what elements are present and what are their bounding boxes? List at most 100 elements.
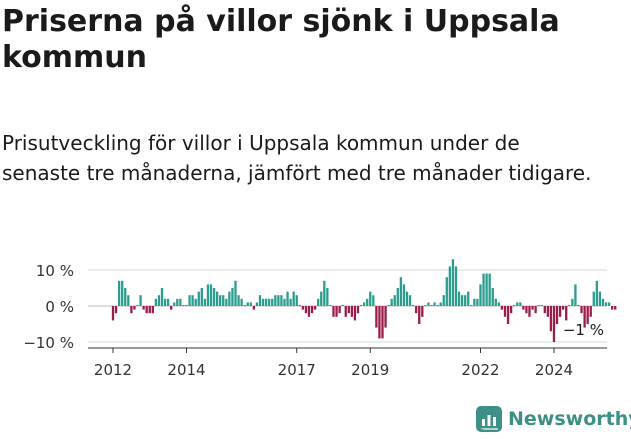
newsworthy-logo-icon: [476, 406, 502, 432]
y-tick-label: 10 %: [36, 262, 74, 280]
bar: [173, 302, 176, 306]
bar: [558, 306, 562, 317]
bar: [411, 304, 415, 306]
x-tick-label: 2024: [535, 361, 573, 379]
bar: [445, 277, 448, 306]
bar: [565, 306, 568, 321]
bar: [574, 284, 577, 306]
bar: [378, 306, 381, 339]
bar: [350, 306, 354, 317]
bar: [454, 266, 458, 306]
bar: [237, 295, 240, 306]
bar: [473, 298, 476, 306]
bar: [372, 295, 375, 306]
bar: [255, 302, 259, 306]
bar: [387, 304, 390, 306]
bar: [249, 302, 252, 306]
bar: [185, 304, 188, 306]
bar: [163, 298, 167, 306]
bar: [503, 306, 507, 317]
y-tick-label: 0 %: [45, 298, 74, 316]
bar: [421, 306, 424, 317]
bar: [522, 306, 525, 310]
bar: [268, 298, 271, 306]
bar: [154, 298, 158, 306]
bar: [332, 306, 335, 317]
bar: [451, 259, 455, 306]
bar: [592, 291, 595, 306]
bar: [601, 298, 605, 306]
bar: [488, 273, 491, 306]
bar: [583, 306, 586, 328]
bar: [151, 306, 154, 314]
bar: [464, 295, 467, 306]
bar: [271, 298, 274, 306]
bar: [304, 306, 308, 314]
bar: [295, 295, 298, 306]
bar: [182, 304, 185, 306]
bar: [283, 298, 286, 306]
bar: [375, 306, 378, 328]
bar: [470, 304, 473, 306]
bar: [460, 295, 464, 306]
bar: [191, 295, 194, 306]
bar: [320, 291, 323, 306]
bar: [286, 291, 289, 306]
bar: [393, 295, 396, 306]
bar: [277, 295, 280, 306]
bar: [381, 306, 384, 339]
bar: [130, 306, 133, 314]
bar: [145, 306, 148, 314]
bar: [549, 306, 553, 332]
bar: [580, 306, 583, 314]
bar: [402, 284, 406, 306]
bar: [396, 288, 399, 306]
bar: [476, 298, 479, 306]
bar: [366, 298, 369, 306]
bar: [261, 298, 265, 306]
bar: [136, 304, 139, 306]
bar: [335, 306, 338, 317]
bar: [246, 302, 249, 306]
bar: [264, 298, 268, 306]
bar: [166, 298, 170, 306]
bar: [212, 288, 216, 306]
newsworthy-logo: Newsworthy: [476, 406, 631, 432]
bar: [439, 302, 442, 306]
bar: [516, 302, 519, 306]
bar: [611, 306, 614, 310]
bar: [298, 304, 301, 306]
bar: [546, 306, 550, 317]
bar: [209, 284, 213, 306]
bar: [243, 304, 246, 306]
bar: [114, 306, 118, 314]
bar: [215, 291, 219, 306]
bar: [525, 306, 528, 314]
bar: [326, 288, 329, 306]
chart-subtitle: Prisutveckling för villor i Uppsala komm…: [2, 131, 592, 185]
bar: [176, 298, 179, 306]
bar: [203, 298, 207, 306]
x-tick-label: 2017: [278, 361, 316, 379]
bar: [323, 280, 326, 306]
bar: [543, 306, 546, 314]
bar: [500, 306, 504, 310]
bar: [307, 306, 311, 317]
bar: [571, 298, 574, 306]
bar: [604, 302, 608, 306]
bar: [390, 298, 393, 306]
bar: [467, 291, 470, 306]
bar: [531, 306, 534, 310]
bar: [341, 304, 344, 306]
bar: [234, 280, 237, 306]
bar-chart: 10 % 0 % −10 % 2012 2014 2017 2019 2022 2024 −1 %: [23, 259, 617, 379]
bar: [111, 306, 115, 321]
bar: [427, 302, 430, 306]
bar: [433, 302, 436, 306]
bar: [537, 304, 540, 306]
bar: [353, 306, 357, 321]
bar: [194, 298, 197, 306]
bar: [301, 306, 305, 310]
bar: [369, 291, 372, 306]
bar: [598, 291, 602, 306]
